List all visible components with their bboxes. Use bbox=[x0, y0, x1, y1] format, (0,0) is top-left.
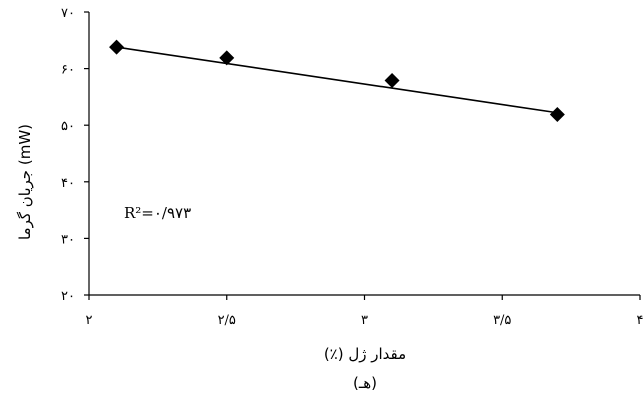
x-axis-title: مقدار ژل (٪) bbox=[324, 345, 406, 363]
data-point bbox=[549, 106, 565, 122]
data-point bbox=[109, 39, 125, 55]
figure-caption: (هـ) bbox=[353, 374, 377, 392]
data-point bbox=[219, 50, 235, 66]
y-axis-title: جریان گرما (mW) bbox=[16, 124, 34, 240]
y-tick-label: ۴۰ bbox=[61, 176, 75, 191]
data-point bbox=[384, 72, 400, 88]
data-points bbox=[109, 39, 565, 122]
y-tick-label: ۶۰ bbox=[61, 63, 75, 78]
y-axis-ticks: ۲۰ ۳۰ ۴۰ ۵۰ ۶۰ ۷۰ bbox=[61, 6, 89, 304]
y-tick-label: ۳۰ bbox=[61, 232, 75, 247]
axes bbox=[88, 12, 640, 296]
y-tick-label: ۲۰ bbox=[61, 289, 75, 304]
x-tick-label: ۳/۵ bbox=[493, 313, 511, 328]
x-axis-ticks: ۲ ۲/۵ ۳ ۳/۵ ۴ bbox=[86, 295, 644, 328]
x-tick-label: ۳ bbox=[361, 313, 368, 328]
y-tick-label: ۵۰ bbox=[61, 119, 75, 134]
x-tick-label: ۲/۵ bbox=[218, 313, 236, 328]
x-tick-label: ۴ bbox=[637, 313, 644, 328]
trendline bbox=[116, 46, 558, 114]
x-tick-label: ۲ bbox=[86, 313, 93, 328]
r-squared-annotation: R²=۰/۹۷۳ bbox=[124, 204, 191, 222]
y-tick-label: ۷۰ bbox=[61, 6, 75, 21]
